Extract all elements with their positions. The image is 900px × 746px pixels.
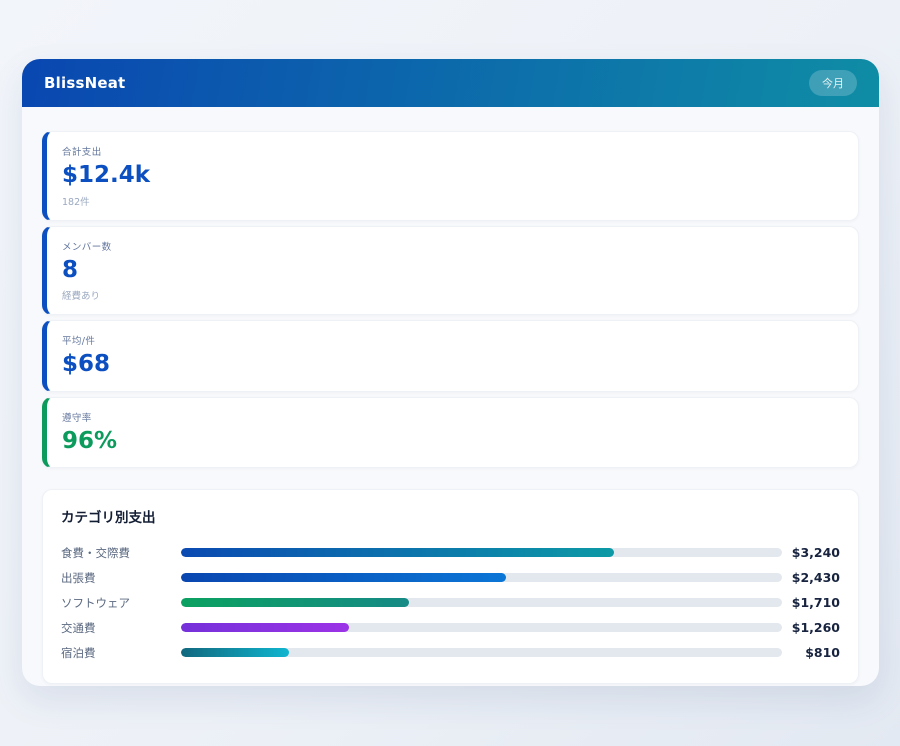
category-label: 食費・交際費 [61, 545, 130, 560]
category-breakdown-card: カテゴリ別支出 食費・交際費 $3,240 出張費 $2,430 ソフトウェア … [42, 489, 859, 685]
stat-value: $12.4k [62, 162, 151, 188]
category-label: 宿泊費 [61, 645, 96, 660]
category-label: ソフトウェア [61, 595, 130, 610]
stats-list: 合計支出 $12.4k 182件 メンバー数 8 経費あり 平均/件 $68 遵… [42, 131, 859, 469]
category-label: 交通費 [61, 620, 96, 635]
category-value: $810 [805, 645, 840, 661]
dashboard-window: BlissNeat 今月 合計支出 $12.4k 182件 メンバー数 8 経費… [22, 59, 879, 686]
category-row: 出張費 $2,430 [61, 565, 840, 590]
stat-card: 平均/件 $68 [42, 320, 859, 392]
category-value: $1,260 [791, 620, 840, 636]
category-value: $1,710 [791, 595, 840, 611]
category-bar-fill [181, 573, 506, 583]
category-bar-track [181, 648, 782, 658]
category-breakdown-title: カテゴリ別支出 [61, 510, 156, 527]
category-bar-track [181, 623, 782, 633]
category-bar-fill [181, 648, 290, 658]
stat-value: 8 [62, 256, 79, 283]
category-bar-fill [181, 623, 350, 633]
category-row: ソフトウェア $1,710 [61, 590, 840, 615]
stat-card: 合計支出 $12.4k 182件 [42, 131, 859, 221]
stat-value: 96% [62, 427, 118, 454]
stat-label: メンバー数 [62, 241, 112, 253]
stat-value: $68 [62, 351, 111, 378]
app-header: BlissNeat 今月 [22, 59, 879, 107]
stat-label: 遵守率 [62, 412, 92, 424]
category-row: 食費・交際費 $3,240 [61, 540, 840, 565]
stat-subtext: 182件 [62, 196, 90, 208]
stat-label: 合計支出 [62, 147, 102, 158]
category-value: $2,430 [791, 570, 840, 586]
category-bar-track [181, 598, 782, 608]
app-title: BlissNeat [44, 74, 126, 92]
category-row: 宿泊費 $810 [61, 640, 840, 665]
dashboard-content: 合計支出 $12.4k 182件 メンバー数 8 経費あり 平均/件 $68 遵… [22, 107, 879, 686]
category-value: $3,240 [791, 545, 840, 561]
period-badge[interactable]: 今月 [809, 70, 857, 96]
category-label: 出張費 [61, 570, 96, 585]
category-row: 交通費 $1,260 [61, 615, 840, 640]
category-bar-track [181, 573, 782, 583]
stat-label: 平均/件 [62, 336, 96, 348]
category-rows: 食費・交際費 $3,240 出張費 $2,430 ソフトウェア $1,710 交… [61, 540, 840, 665]
stat-card: メンバー数 8 経費あり [42, 225, 859, 316]
stat-card: 遵守率 96% [42, 396, 859, 469]
category-bar-fill [181, 598, 410, 608]
stat-subtext: 経費あり [62, 291, 101, 303]
category-bar-fill [181, 548, 614, 558]
category-bar-track [181, 548, 782, 558]
